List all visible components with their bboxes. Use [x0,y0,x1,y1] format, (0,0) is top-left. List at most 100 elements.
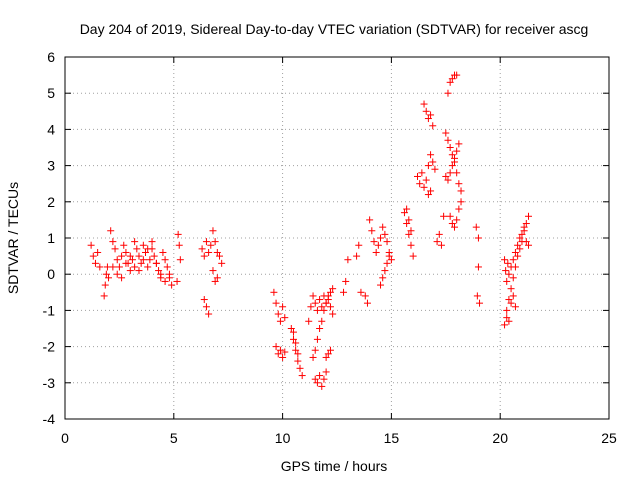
data-point [446,78,454,86]
data-point [87,241,95,249]
data-point [511,263,519,271]
data-point [122,259,130,267]
data-point [414,172,422,180]
data-point [120,241,128,249]
y-tick-label: -2 [43,339,56,355]
data-point [442,172,450,180]
data-point [281,348,289,356]
data-point [89,252,97,260]
data-point [150,252,158,260]
data-point [366,216,374,224]
data-point [514,241,522,249]
data-point [429,158,437,166]
data-point [292,339,300,347]
data-point [472,223,480,231]
data-point [311,375,319,383]
x-tick-label: 20 [492,430,508,446]
data-point [353,252,361,260]
data-point [457,187,465,195]
data-point [361,292,369,300]
data-point [207,241,215,249]
data-point [173,277,181,285]
data-point [474,234,482,242]
plot-frame [64,56,610,420]
data-point [507,285,515,293]
data-point [320,306,328,314]
data-point [320,375,328,383]
data-point [322,299,330,307]
data-point [298,372,306,380]
data-point [307,303,315,311]
data-point [175,241,183,249]
x-tick-label: 0 [61,430,69,446]
data-point [370,238,378,246]
data-point [444,176,452,184]
data-point [115,263,123,271]
data-point [379,223,387,231]
data-point [133,245,141,253]
data-point [279,353,287,361]
data-point [270,288,278,296]
data-point [146,256,154,264]
data-point [377,281,385,289]
data-point [309,353,317,361]
y-tick-label: 0 [47,266,55,282]
data-point [505,296,513,304]
data-point [420,100,428,108]
y-tick-label: 1 [47,230,55,246]
data-point [289,335,297,343]
data-point [422,176,430,184]
data-point [292,346,300,354]
data-point [340,288,348,296]
data-point [155,267,163,275]
data-point [329,285,337,293]
data-point [344,256,352,264]
data-point [289,328,297,336]
data-point [313,306,321,314]
data-point [385,252,393,260]
data-point [161,277,169,285]
data-point [168,281,176,289]
data-point [109,238,117,246]
data-point [518,230,526,238]
data-point [453,216,461,224]
chart-title: Day 204 of 2019, Sidereal Day-to-day VTE… [80,21,589,37]
data-point [137,259,145,267]
data-point [326,346,334,354]
data-point [152,259,160,267]
data-point [311,299,319,307]
data-point [211,277,219,285]
data-point [451,223,459,231]
data-point [424,191,432,199]
data-point [420,183,428,191]
data-point [509,274,517,282]
data-point [311,346,319,354]
data-point [287,325,295,332]
data-point [318,382,326,390]
data-point [202,238,210,246]
data-point [279,303,287,311]
data-point [524,212,532,220]
data-point [105,274,113,282]
data-point [474,263,482,271]
data-point [424,115,432,123]
data-point [522,238,530,246]
y-tick-label: 6 [47,49,55,65]
y-tick-label: -4 [43,411,56,427]
data-point [442,129,450,137]
data-point [101,281,109,289]
y-tick-label: 5 [47,85,55,101]
data-point [200,296,208,304]
data-point [437,241,445,249]
data-point [205,248,213,256]
data-point [418,169,426,177]
data-point [355,241,363,249]
data-point [174,230,182,238]
data-point [139,256,147,264]
data-point [113,256,121,264]
data-point [457,198,465,206]
data-point [363,299,371,307]
data-point [502,267,510,275]
data-point [213,248,221,256]
y-tick-label: 3 [47,158,55,174]
